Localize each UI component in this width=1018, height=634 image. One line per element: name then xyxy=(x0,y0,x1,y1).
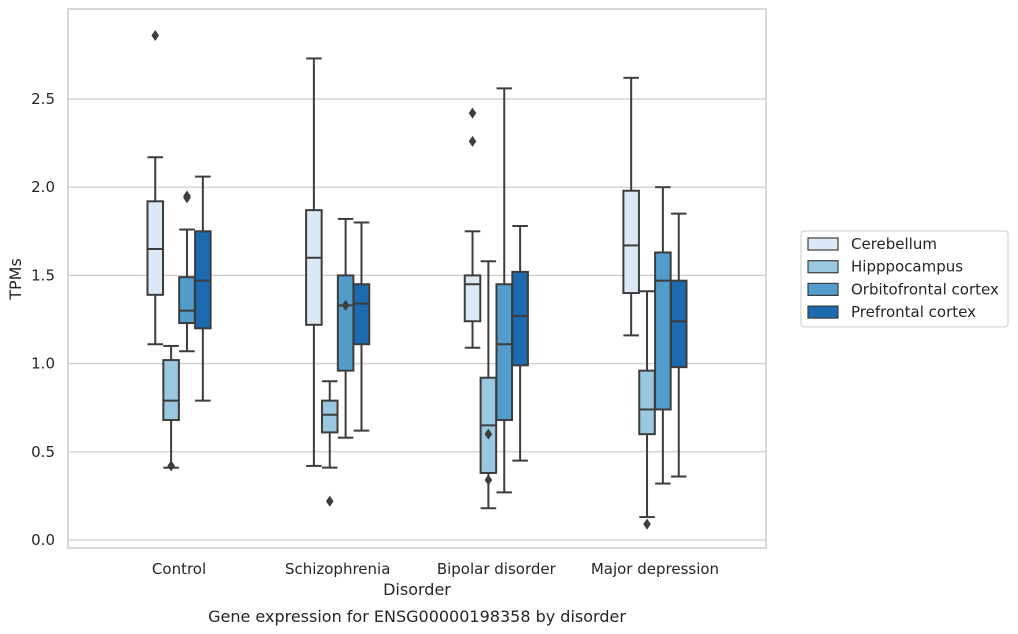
outlier-point xyxy=(643,518,651,530)
legend-swatch xyxy=(807,237,839,251)
box-group xyxy=(352,221,371,432)
box xyxy=(654,251,672,411)
boxes xyxy=(146,29,688,530)
box xyxy=(162,359,180,422)
legend-swatch xyxy=(807,260,839,274)
outlier-point xyxy=(151,29,160,41)
y-tick-label: 0.0 xyxy=(31,531,55,549)
box xyxy=(336,274,355,372)
x-tick-label: Bipolar disorder xyxy=(437,560,557,578)
legend: Cerebellum Hipppocampus Orbitofrontal cort… xyxy=(800,230,1009,328)
y-tick-label: 2.0 xyxy=(31,178,55,196)
x-tick-label: Major depression xyxy=(591,560,719,578)
box-group xyxy=(463,107,482,349)
y-tick-label: 0.5 xyxy=(31,443,55,461)
outlier-point xyxy=(167,460,175,472)
x-tick-label: Schizophrenia xyxy=(285,560,390,578)
plot-area: 0.0 0.5 1.0 1.5 2.0 2.5 Control Schizophrenia B… xyxy=(31,8,767,578)
y-tick-label: 1.0 xyxy=(31,355,55,373)
box-group xyxy=(178,190,196,353)
outlier-point xyxy=(183,192,191,204)
box-group xyxy=(669,212,688,478)
box-group xyxy=(622,76,640,337)
outlier-point xyxy=(468,107,477,119)
legend-frame xyxy=(800,230,1009,328)
y-tick-labels: 0.0 0.5 1.0 1.5 2.0 2.5 xyxy=(31,90,55,549)
x-axis-label: Disorder xyxy=(383,580,451,599)
outlier-point xyxy=(341,299,350,311)
box xyxy=(622,189,640,295)
outlier-point xyxy=(325,495,334,507)
box xyxy=(305,209,323,326)
box xyxy=(638,369,656,436)
outlier-point xyxy=(484,474,493,486)
legend-label: Cerebellum xyxy=(851,235,937,253)
box xyxy=(463,274,482,323)
outlier-point xyxy=(484,428,493,440)
box-group xyxy=(162,344,180,472)
box-group xyxy=(479,260,498,510)
legend-label: Prefrontal cortex xyxy=(851,303,976,321)
box-group xyxy=(146,29,165,346)
box-group xyxy=(495,87,514,494)
x-tick-label: Control xyxy=(152,560,206,578)
legend-label: Hipppocampus xyxy=(851,258,963,276)
box-group xyxy=(305,57,323,467)
box xyxy=(320,399,339,434)
legend-swatch xyxy=(807,282,839,296)
legend-swatch xyxy=(807,305,839,319)
y-tick-label: 1.5 xyxy=(31,266,55,284)
box-group xyxy=(511,225,529,462)
box xyxy=(352,283,371,346)
legend-label: Orbitofrontal cortex xyxy=(851,280,999,298)
outlier-point xyxy=(468,135,477,147)
box xyxy=(178,276,196,325)
box xyxy=(511,270,529,367)
grid-lines xyxy=(68,98,766,541)
box xyxy=(495,283,514,422)
box-group xyxy=(638,290,656,530)
chart-caption: Gene expression for ENSG00000198358 by d… xyxy=(208,607,626,626)
y-axis-label: TPMs xyxy=(6,258,25,301)
box xyxy=(669,279,688,369)
box-group xyxy=(320,380,339,507)
box-group xyxy=(194,175,212,402)
y-tick-label: 2.5 xyxy=(31,90,55,108)
x-tick-labels: Control Schizophrenia Bipolar disorder Majo… xyxy=(152,560,719,578)
